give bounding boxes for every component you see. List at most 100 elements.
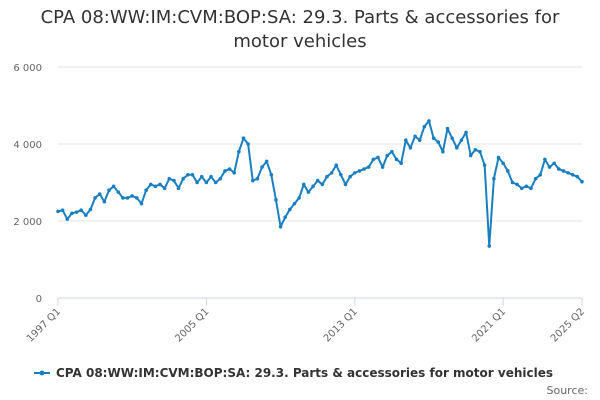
data-point[interactable]: [348, 174, 352, 179]
data-point[interactable]: [454, 146, 459, 150]
data-point[interactable]: [496, 155, 501, 160]
data-point[interactable]: [403, 138, 408, 142]
data-point[interactable]: [371, 157, 376, 162]
data-point[interactable]: [538, 173, 543, 177]
data-point[interactable]: [301, 182, 306, 187]
data-point[interactable]: [130, 194, 134, 198]
data-point[interactable]: [153, 184, 158, 189]
data-point[interactable]: [492, 176, 496, 181]
data-point[interactable]: [56, 209, 60, 214]
data-point[interactable]: [250, 178, 255, 183]
data-point[interactable]: [237, 149, 241, 154]
data-point[interactable]: [167, 176, 172, 181]
data-point[interactable]: [385, 153, 390, 158]
data-point[interactable]: [380, 165, 385, 169]
data-point[interactable]: [107, 188, 111, 192]
data-point[interactable]: [533, 176, 538, 181]
data-point[interactable]: [352, 171, 357, 175]
data-point[interactable]: [390, 149, 394, 154]
data-point[interactable]: [158, 182, 162, 187]
data-point[interactable]: [88, 207, 93, 212]
data-point[interactable]: [427, 119, 431, 123]
data-point[interactable]: [464, 130, 468, 135]
data-point[interactable]: [84, 213, 88, 218]
data-point[interactable]: [255, 176, 260, 181]
data-point[interactable]: [441, 149, 445, 154]
data-point[interactable]: [144, 188, 148, 192]
data-point[interactable]: [315, 178, 320, 183]
data-point[interactable]: [422, 124, 427, 129]
data-point[interactable]: [176, 186, 181, 191]
data-point[interactable]: [413, 134, 417, 139]
data-point[interactable]: [139, 201, 144, 206]
data-point[interactable]: [506, 169, 510, 173]
data-point[interactable]: [357, 169, 362, 173]
data-point[interactable]: [501, 161, 505, 166]
data-point[interactable]: [570, 173, 575, 177]
data-point[interactable]: [288, 207, 292, 212]
data-point[interactable]: [329, 171, 334, 175]
data-point[interactable]: [487, 244, 492, 248]
data-point[interactable]: [264, 159, 269, 164]
data-point[interactable]: [232, 171, 237, 175]
data-point[interactable]: [450, 136, 454, 141]
data-point[interactable]: [223, 169, 227, 173]
data-point[interactable]: [343, 182, 348, 187]
data-point[interactable]: [362, 167, 366, 171]
data-point[interactable]: [213, 180, 218, 185]
data-point[interactable]: [543, 157, 547, 162]
data-point[interactable]: [172, 178, 176, 183]
data-point[interactable]: [306, 190, 311, 194]
data-point[interactable]: [186, 173, 190, 177]
data-point[interactable]: [515, 182, 519, 187]
data-point[interactable]: [278, 224, 283, 229]
data-point[interactable]: [93, 196, 97, 200]
data-point[interactable]: [561, 169, 566, 173]
data-point[interactable]: [227, 167, 232, 171]
data-point[interactable]: [74, 210, 79, 214]
data-point[interactable]: [399, 161, 403, 166]
data-point[interactable]: [135, 196, 139, 200]
data-point[interactable]: [468, 153, 473, 158]
data-point[interactable]: [199, 174, 204, 179]
data-point[interactable]: [311, 184, 315, 189]
data-point[interactable]: [445, 126, 450, 131]
data-point[interactable]: [283, 215, 288, 219]
data-point[interactable]: [473, 147, 478, 152]
data-point[interactable]: [79, 208, 83, 213]
data-point[interactable]: [547, 165, 552, 169]
data-point[interactable]: [97, 192, 102, 196]
data-point[interactable]: [148, 182, 153, 187]
data-point[interactable]: [478, 149, 482, 154]
data-point[interactable]: [408, 146, 413, 150]
data-point[interactable]: [334, 163, 339, 167]
data-point[interactable]: [325, 174, 329, 179]
data-point[interactable]: [366, 165, 371, 169]
data-point[interactable]: [269, 173, 274, 177]
legend[interactable]: CPA 08:WW:IM:CVM:BOP:SA: 29.3. Parts & a…: [34, 366, 553, 380]
data-point[interactable]: [204, 180, 209, 185]
data-point[interactable]: [394, 157, 399, 162]
data-point[interactable]: [181, 176, 186, 181]
data-point[interactable]: [274, 198, 278, 202]
data-point[interactable]: [241, 136, 246, 141]
data-point[interactable]: [246, 142, 250, 146]
data-point[interactable]: [510, 180, 515, 185]
data-point[interactable]: [417, 138, 422, 142]
data-point[interactable]: [190, 173, 195, 177]
data-point[interactable]: [209, 174, 213, 179]
data-point[interactable]: [60, 208, 65, 213]
data-point[interactable]: [70, 211, 74, 216]
data-point[interactable]: [297, 196, 301, 200]
data-point[interactable]: [482, 163, 487, 167]
data-point[interactable]: [162, 186, 167, 191]
data-point[interactable]: [580, 179, 584, 184]
data-point[interactable]: [218, 176, 223, 181]
data-point[interactable]: [524, 184, 529, 189]
data-point[interactable]: [529, 186, 533, 191]
data-point[interactable]: [320, 182, 325, 187]
legend-item-label[interactable]: CPA 08:WW:IM:CVM:BOP:SA: 29.3. Parts & a…: [56, 366, 553, 380]
data-point[interactable]: [552, 161, 556, 166]
data-point[interactable]: [376, 155, 380, 160]
data-point[interactable]: [292, 201, 297, 206]
